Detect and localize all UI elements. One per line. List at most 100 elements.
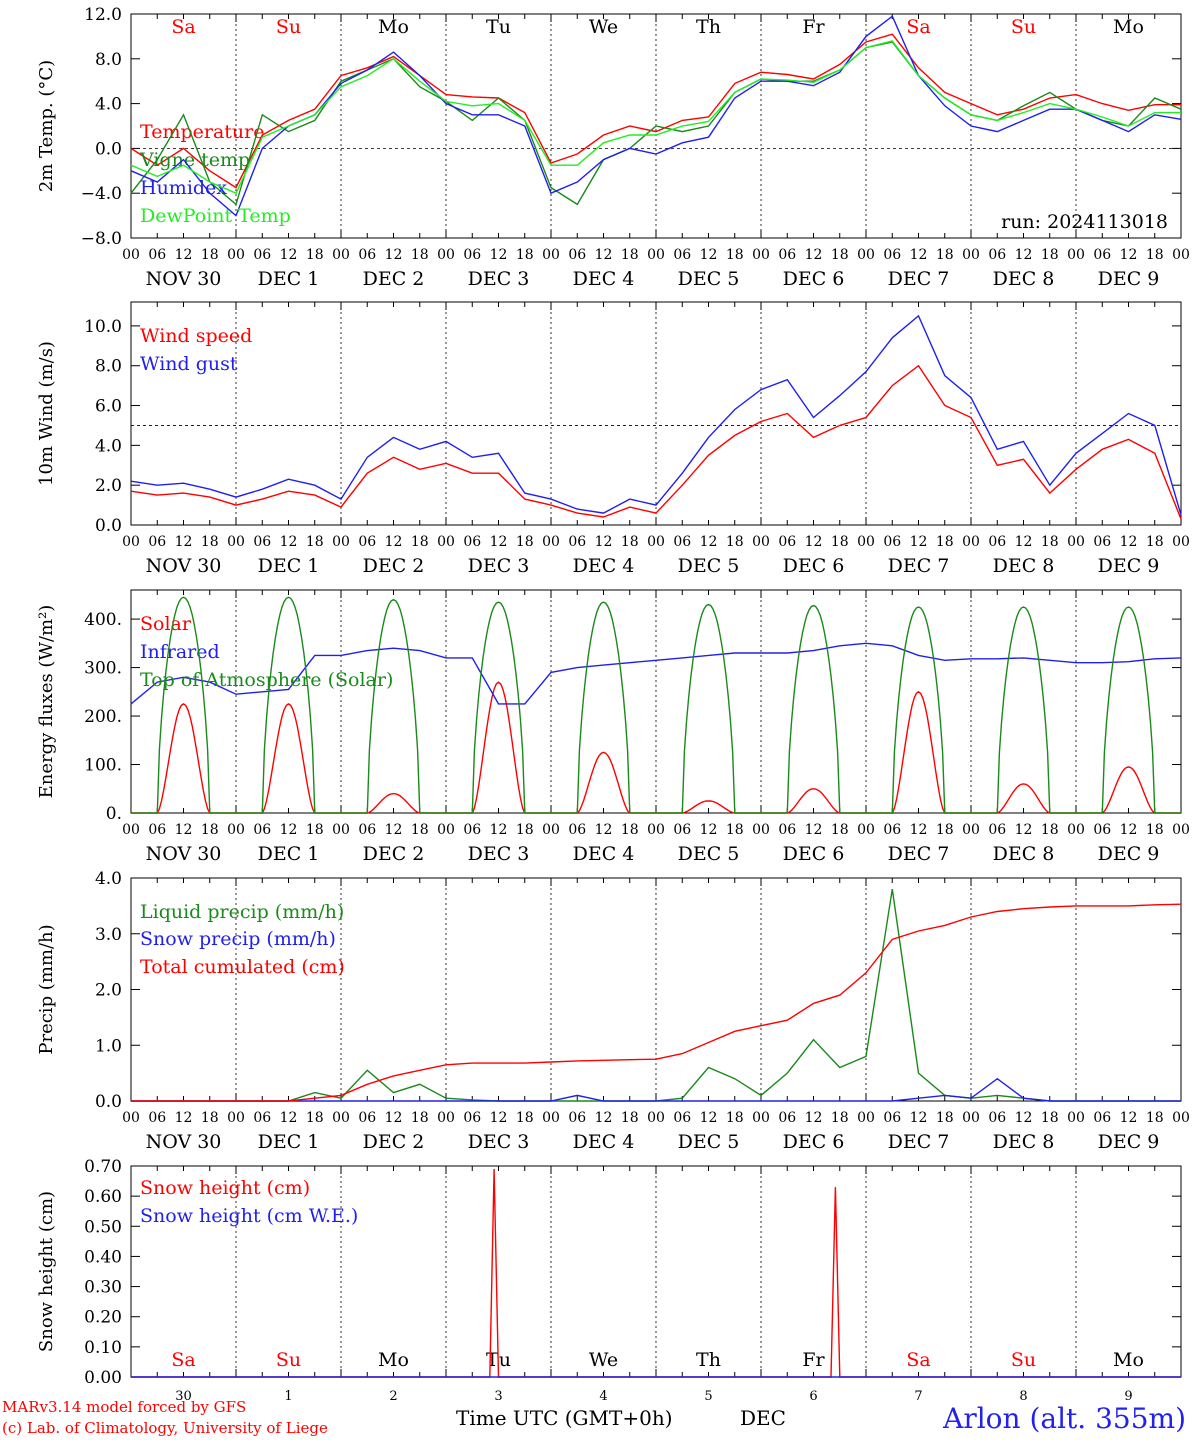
hour-label: 12 (805, 1110, 823, 1126)
y-tick-label: 0.10 (84, 1338, 122, 1358)
date-label: NOV 30 (146, 555, 222, 577)
day-number-label: 30 (175, 1389, 192, 1404)
hour-label: 06 (253, 822, 271, 838)
date-label: DEC 6 (783, 1131, 845, 1153)
hour-label: 00 (752, 822, 770, 838)
hour-label: 18 (621, 247, 639, 263)
legend-label: Snow precip (mm/h) (140, 928, 336, 950)
y-tick-label: 0.70 (84, 1157, 122, 1177)
date-label: DEC 5 (678, 1131, 740, 1153)
hour-label: 18 (621, 1110, 639, 1126)
day-number-label: 6 (809, 1389, 817, 1404)
y-tick-label: 4.0 (95, 95, 122, 115)
hour-label: 18 (936, 534, 954, 550)
date-label: DEC 6 (783, 555, 845, 577)
hour-label: 06 (883, 534, 901, 550)
legend-label: Temperature (140, 121, 264, 143)
hour-label: 06 (463, 534, 481, 550)
weekday-label: Su (1011, 16, 1036, 38)
hour-label: 00 (857, 534, 875, 550)
hour-label: 00 (332, 534, 350, 550)
hour-label: 00 (962, 247, 980, 263)
hour-label: 12 (1015, 534, 1033, 550)
hour-label: 00 (857, 247, 875, 263)
hour-label: 18 (621, 534, 639, 550)
hour-label: 18 (936, 247, 954, 263)
weekday-label: Fr (802, 1349, 825, 1371)
hour-label: 00 (857, 1110, 875, 1126)
hour-label: 18 (726, 822, 744, 838)
hour-label: 18 (411, 534, 429, 550)
date-label: DEC 3 (468, 843, 530, 865)
hour-label: 12 (1015, 1110, 1033, 1126)
date-label: DEC 7 (888, 1131, 950, 1153)
legend-label: Infrared (140, 641, 220, 663)
y-tick-label: 300. (84, 659, 122, 679)
hour-label: 00 (542, 1110, 560, 1126)
date-label: DEC 2 (363, 268, 425, 290)
hour-label: 00 (437, 247, 455, 263)
date-label: DEC 8 (993, 1131, 1055, 1153)
y-axis-title: Energy fluxes (W/m²) (36, 605, 57, 799)
hour-label: 12 (490, 1110, 508, 1126)
hour-label: 18 (831, 822, 849, 838)
hour-label: 12 (1015, 822, 1033, 838)
hour-label: 12 (385, 534, 403, 550)
hour-label: 00 (647, 822, 665, 838)
weekday-label: Su (1011, 1349, 1036, 1371)
hour-label: 06 (778, 822, 796, 838)
hour-label: 12 (910, 822, 928, 838)
hour-label: 00 (962, 822, 980, 838)
day-number-label: 7 (914, 1389, 922, 1404)
hour-label: 06 (673, 247, 691, 263)
hour-label: 00 (647, 534, 665, 550)
weekday-label: Mo (378, 1349, 409, 1371)
hour-label: 18 (1146, 534, 1164, 550)
date-label: NOV 30 (146, 268, 222, 290)
weekday-label: Mo (378, 16, 409, 38)
legend-label: Total cumulated (cm) (140, 956, 345, 978)
weekday-label: Th (696, 16, 721, 38)
y-tick-label: 0. (106, 804, 122, 824)
hour-label: 12 (700, 1110, 718, 1126)
y-axis-title: 10m Wind (m/s) (36, 341, 57, 486)
date-label: DEC 4 (573, 268, 635, 290)
hour-label: 06 (883, 822, 901, 838)
y-tick-label: 2.0 (95, 476, 122, 496)
hour-label: 00 (647, 1110, 665, 1126)
panel-wind: 0.0 2.0 4.0 6.0 8.0 10.0 10m Wind (m/s) 00 06 12 1… (36, 301, 1190, 577)
date-label: DEC 8 (993, 555, 1055, 577)
hour-label: 06 (1093, 822, 1111, 838)
hour-label: 18 (1041, 247, 1059, 263)
y-tick-label: 0.00 (84, 1368, 122, 1388)
hour-label: 00 (857, 822, 875, 838)
hour-label: 00 (122, 534, 140, 550)
date-label: DEC 7 (888, 843, 950, 865)
hour-label: 00 (542, 822, 560, 838)
hour-label: 18 (201, 822, 219, 838)
hour-label: 18 (831, 247, 849, 263)
hour-label: 18 (411, 822, 429, 838)
hour-label: 18 (1146, 1110, 1164, 1126)
hour-label: 12 (805, 534, 823, 550)
y-tick-label: −8.0 (81, 229, 122, 249)
day-number-label: 9 (1124, 1389, 1132, 1404)
weekday-label: We (589, 1349, 618, 1371)
date-label: DEC 6 (783, 268, 845, 290)
hour-label: 12 (910, 534, 928, 550)
hour-label: 06 (778, 247, 796, 263)
date-label: DEC 7 (888, 268, 950, 290)
hour-label: 00 (647, 247, 665, 263)
hour-label: 06 (463, 822, 481, 838)
hour-label: 06 (253, 1110, 271, 1126)
hour-label: 06 (253, 534, 271, 550)
hour-label: 00 (1067, 247, 1085, 263)
hour-label: 12 (175, 1110, 193, 1126)
weekday-label: Sa (906, 16, 930, 38)
hour-label: 12 (175, 534, 193, 550)
panel-energy: 0. 100. 200. 300. 400. Energy fluxes (W/m²) 00… (36, 589, 1190, 865)
date-label: DEC 9 (1098, 1131, 1160, 1153)
date-label: DEC 4 (573, 555, 635, 577)
date-label: DEC 5 (678, 268, 740, 290)
series-line (131, 1077, 1181, 1102)
